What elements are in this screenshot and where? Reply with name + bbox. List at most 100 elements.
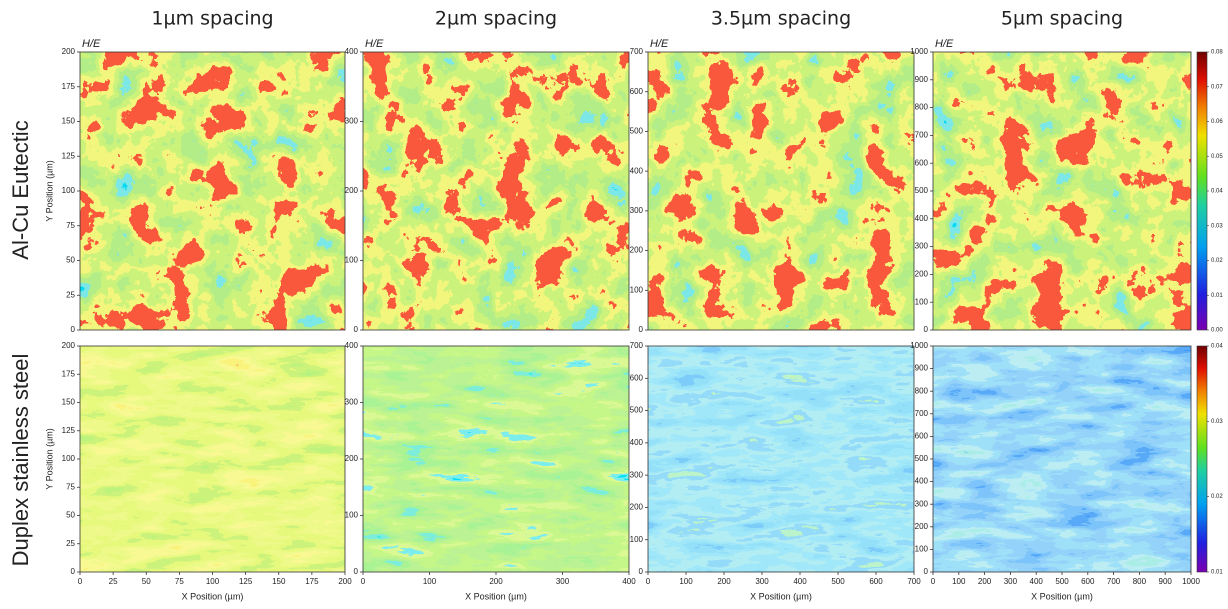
y-tick-label: 400 [630,166,644,175]
y-tick-label: 50 [66,511,75,520]
x-tick-label: 0 [361,577,366,586]
colorbar-tick-label: 0.01 [1211,570,1223,576]
heatmap-image [648,52,914,330]
y-axis-label: Y Position (µm) [44,428,54,490]
y-tick-label: 600 [915,432,929,441]
panel-label: H/E [650,38,669,50]
x-axis-label: X Position (µm) [465,591,527,601]
y-tick-label: 200 [630,503,644,512]
x-tick-label: 300 [755,577,769,586]
x-tick-label: 100 [679,577,693,586]
x-tick-label: 100 [206,577,220,586]
colorbar-tick-label: 0.04 [1211,344,1223,350]
y-tick-label: 300 [630,470,644,479]
y-tick-label: 800 [915,386,929,395]
y-tick-label: 100 [630,535,644,544]
colorbar-tick-label: 0.01 [1211,293,1223,299]
x-tick-label: 50 [142,577,151,586]
x-tick-label: 500 [831,577,845,586]
heatmap-image [363,346,629,572]
x-tick-label: 100 [952,577,966,586]
x-tick-label: 600 [1081,577,1095,586]
colorbar-tick-label: 0.02 [1211,258,1223,264]
colorbar-tick-label: 0.02 [1211,494,1223,500]
y-tick-label: 400 [345,47,359,56]
x-tick-label: 75 [175,577,184,586]
y-tick-label: 1000 [910,341,928,350]
y-tick-label: 600 [630,373,644,382]
x-tick-label: 0 [646,577,651,586]
y-tick-label: 100 [62,186,76,195]
plot-frame [647,345,915,573]
x-tick-label: 0 [78,577,83,586]
column-title: 1µm spacing [151,8,273,30]
y-tick-label: 700 [915,131,929,140]
panel-label: H/E [365,38,384,50]
y-tick-label: 900 [915,75,929,84]
y-tick-label: 175 [62,82,76,91]
x-tick-label: 200 [978,577,992,586]
y-tick-label: 500 [630,406,644,415]
column-title: 2µm spacing [435,8,557,30]
x-tick-label: 700 [1107,577,1121,586]
y-tick-label: 300 [915,499,929,508]
y-tick-label: 200 [62,47,76,56]
x-tick-label: 150 [272,577,286,586]
y-tick-label: 200 [915,270,929,279]
colorbar-tick-label: 0.08 [1211,50,1223,56]
y-tick-label: 125 [62,151,76,160]
colorbar-tick-label: 0.04 [1211,189,1223,195]
y-tick-label: 600 [915,158,929,167]
heatmap-image [363,52,629,330]
y-tick-label: 150 [62,398,76,407]
y-tick-label: 100 [345,256,359,265]
y-tick-label: 200 [630,246,644,255]
y-tick-label: 0 [71,567,76,576]
heatmap-image [933,346,1191,572]
y-tick-label: 0 [639,567,644,576]
y-tick-label: 500 [915,454,929,463]
x-tick-label: 300 [1004,577,1018,586]
colorbar-tick-label: 0.03 [1211,223,1223,229]
x-tick-label: 800 [1133,577,1147,586]
x-tick-label: 600 [869,577,883,586]
colorbar [1196,345,1208,573]
x-tick-label: 300 [556,577,570,586]
y-tick-label: 400 [345,341,359,350]
heatmap-image [933,52,1191,330]
x-axis-label: X Position (µm) [1031,591,1093,601]
y-tick-label: 300 [345,117,359,126]
y-tick-label: 25 [66,539,75,548]
y-tick-label: 100 [915,545,929,554]
y-tick-label: 500 [630,127,644,136]
panel-label: H/E [935,38,954,50]
y-tick-label: 400 [630,438,644,447]
heatmap-image [80,346,345,572]
y-tick-label: 600 [630,87,644,96]
y-tick-label: 300 [630,206,644,215]
y-tick-label: 100 [915,297,929,306]
y-tick-label: 200 [345,454,359,463]
colorbar-tick-label: 0.06 [1211,119,1223,125]
y-tick-label: 0 [354,325,359,334]
y-tick-label: 200 [62,341,76,350]
colorbar-tick-label: 0.00 [1211,328,1223,334]
x-tick-label: 500 [1055,577,1069,586]
y-tick-label: 700 [630,341,644,350]
heatmap-image [648,346,914,572]
x-axis-label: X Position (µm) [750,591,812,601]
x-axis-label: X Position (µm) [182,591,244,601]
row-label: Duplex stainless steel [8,354,33,567]
x-tick-label: 200 [489,577,503,586]
y-tick-label: 0 [354,567,359,576]
x-tick-label: 700 [907,577,921,586]
y-tick-label: 400 [915,214,929,223]
y-tick-label: 75 [66,221,75,230]
y-tick-label: 700 [630,47,644,56]
y-tick-label: 75 [66,482,75,491]
y-tick-label: 400 [915,477,929,486]
colorbar-tick-label: 0.07 [1211,84,1223,90]
x-tick-label: 400 [1030,577,1044,586]
colorbar-tick-label: 0.03 [1211,419,1223,425]
